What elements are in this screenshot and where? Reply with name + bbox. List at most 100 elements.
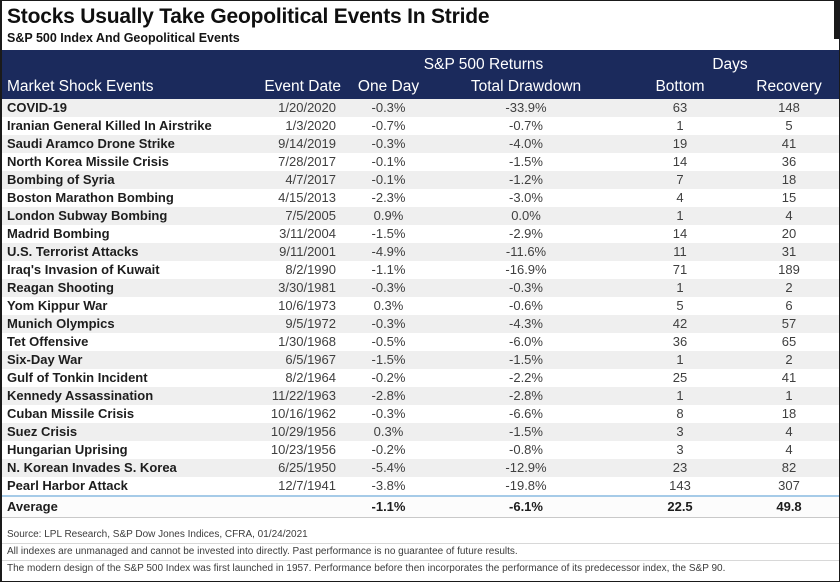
table-header: S&P 500 Returns Days Market Shock Events…: [2, 50, 839, 99]
event-name-cell: Iranian General Killed In Airstrike: [7, 118, 212, 133]
one-day-cell: -1.5%: [371, 352, 406, 367]
event-name-cell: Yom Kippur War: [7, 298, 108, 313]
event-date-cell: 7/28/2017: [278, 154, 336, 169]
recovery-cell: 4: [785, 424, 793, 439]
average-row: Average -1.1% -6.1% 22.5 49.8: [2, 495, 839, 518]
page-title: Stocks Usually Take Geopolitical Events …: [7, 5, 490, 28]
average-recovery-cell: 49.8: [739, 495, 839, 518]
table-row: North Korea Missile Crisis 7/28/2017 -0.1%…: [2, 153, 839, 171]
bottom-cell: 4: [676, 190, 684, 205]
one-day-cell: -0.3%: [371, 100, 406, 115]
drawdown-cell: -0.6%: [509, 298, 543, 313]
event-date-cell: 1/30/1968: [278, 334, 336, 349]
recovery-cell: 6: [785, 298, 793, 313]
event-date-cell: 4/15/2013: [278, 190, 336, 205]
drawdown-cell: -0.3%: [509, 280, 543, 295]
drawdown-cell: -2.2%: [509, 370, 543, 385]
table-footer: Average -1.1% -6.1% 22.5 49.8: [2, 495, 839, 518]
bottom-cell: 71: [672, 262, 688, 277]
recovery-cell: 148: [778, 100, 800, 115]
event-date-cell: 4/7/2017: [285, 172, 336, 187]
bottom-cell: 14: [672, 226, 688, 241]
recovery-cell: 307: [778, 478, 800, 493]
one-day-cell: -0.1%: [371, 172, 406, 187]
event-date-cell: 8/2/1990: [285, 262, 336, 277]
recovery-cell: 4: [785, 442, 793, 457]
table-row: Iranian General Killed In Airstrike 1/3/2…: [2, 117, 839, 135]
table-row: Pearl Harbor Attack 12/7/1941 -3.8% -19.8% 1…: [2, 477, 839, 496]
bottom-cell: 8: [676, 406, 684, 421]
page-subtitle: S&P 500 Index And Geopolitical Events: [7, 31, 240, 45]
table-row: Six-Day War 6/5/1967 -1.5% -1.5% 1 2: [2, 351, 839, 369]
drawdown-cell: -1.5%: [509, 424, 543, 439]
one-day-cell: -0.2%: [371, 442, 406, 457]
event-name-cell: Hungarian Uprising: [7, 442, 128, 457]
event-name-cell: N. Korean Invades S. Korea: [7, 460, 177, 475]
event-name-cell: London Subway Bombing: [7, 208, 168, 223]
table-body: COVID-19 1/20/2020 -0.3% -33.9% 63 148 Iranian…: [2, 99, 839, 496]
average-bottom-cell: 22.5: [621, 495, 740, 518]
one-day-cell: -0.3%: [371, 136, 406, 151]
event-date-cell: 10/16/1962: [270, 406, 336, 421]
one-day-cell: -0.2%: [371, 370, 406, 385]
average-drawdown-cell: -6.1%: [431, 495, 622, 518]
table-row: London Subway Bombing 7/5/2005 0.9% 0.0% 1 4: [2, 207, 839, 225]
bottom-cell: 3: [676, 424, 684, 439]
one-day-cell: -4.9%: [371, 244, 406, 259]
table-row: Cuban Missile Crisis 10/16/1962 -0.3% -6.6%…: [2, 405, 839, 423]
recovery-cell: 2: [785, 280, 793, 295]
table-row: Reagan Shooting 3/30/1981 -0.3% -0.3% 1 2: [2, 279, 839, 297]
table-row: Bombing of Syria 4/7/2017 -0.1% -1.2% 7 18: [2, 171, 839, 189]
event-date-cell: 9/5/1972: [285, 316, 336, 331]
bottom-cell: 1: [676, 388, 684, 403]
drawdown-cell: -33.9%: [505, 100, 547, 115]
event-date-cell: 8/2/1964: [285, 370, 336, 385]
disclaimer-line-1: All indexes are unmanaged and cannot be …: [2, 543, 839, 560]
event-name-cell: Iraq's Invasion of Kuwait: [7, 262, 160, 277]
one-day-cell: -3.8%: [371, 478, 406, 493]
table-row: Gulf of Tonkin Incident 8/2/1964 -0.2% -2.2…: [2, 369, 839, 387]
event-name-cell: Gulf of Tonkin Incident: [7, 370, 148, 385]
recovery-cell: 18: [781, 172, 797, 187]
event-name-cell: Six-Day War: [7, 352, 83, 367]
table-row: Suez Crisis 10/29/1956 0.3% -1.5% 3 4: [2, 423, 839, 441]
average-one-day-cell: -1.1%: [346, 495, 431, 518]
table-row: Iraq's Invasion of Kuwait 8/2/1990 -1.1% -1…: [2, 261, 839, 279]
bottom-cell: 23: [672, 460, 688, 475]
col-header-total-drawdown: Total Drawdown: [431, 74, 622, 99]
bottom-cell: 7: [676, 172, 684, 187]
table-row: Boston Marathon Bombing 4/15/2013 -2.3% -3.…: [2, 189, 839, 207]
drawdown-cell: -6.0%: [509, 334, 543, 349]
table-row: Madrid Bombing 3/11/2004 -1.5% -2.9% 14 20: [2, 225, 839, 243]
event-date-cell: 12/7/1941: [278, 478, 336, 493]
event-date-cell: 10/23/1956: [270, 442, 336, 457]
recovery-cell: 31: [781, 244, 797, 259]
bottom-cell: 19: [672, 136, 688, 151]
bottom-cell: 1: [676, 280, 684, 295]
table-row: Saudi Aramco Drone Strike 9/14/2019 -0.3% -…: [2, 135, 839, 153]
event-name-cell: Kennedy Assassination: [7, 388, 154, 403]
bottom-cell: 11: [673, 244, 687, 259]
group-header-spacer: [2, 50, 251, 74]
table-row: U.S. Terrorist Attacks 9/11/2001 -4.9% -11.…: [2, 243, 839, 261]
event-date-cell: 1/3/2020: [285, 118, 336, 133]
recovery-cell: 15: [781, 190, 797, 205]
bottom-cell: 1: [676, 118, 684, 133]
disclaimer-line-2: The modern design of the S&P 500 Index w…: [2, 560, 839, 577]
event-name-cell: Cuban Missile Crisis: [7, 406, 135, 421]
one-day-cell: -0.1%: [371, 154, 406, 169]
recovery-cell: 36: [781, 154, 797, 169]
bottom-cell: 25: [672, 370, 688, 385]
recovery-cell: 2: [785, 352, 793, 367]
one-day-cell: -0.3%: [371, 316, 406, 331]
footnotes: Source: LPL Research, S&P Dow Jones Indi…: [2, 527, 839, 577]
event-date-cell: 6/25/1950: [278, 460, 336, 475]
recovery-cell: 65: [781, 334, 797, 349]
col-header-recovery: Recovery: [739, 74, 839, 99]
one-day-cell: 0.9%: [373, 208, 404, 223]
bottom-cell: 63: [672, 100, 688, 115]
table-row: Tet Offensive 1/30/1968 -0.5% -6.0% 36 65: [2, 333, 839, 351]
col-header-event-date: Event Date: [251, 74, 346, 99]
col-header-bottom: Bottom: [621, 74, 740, 99]
